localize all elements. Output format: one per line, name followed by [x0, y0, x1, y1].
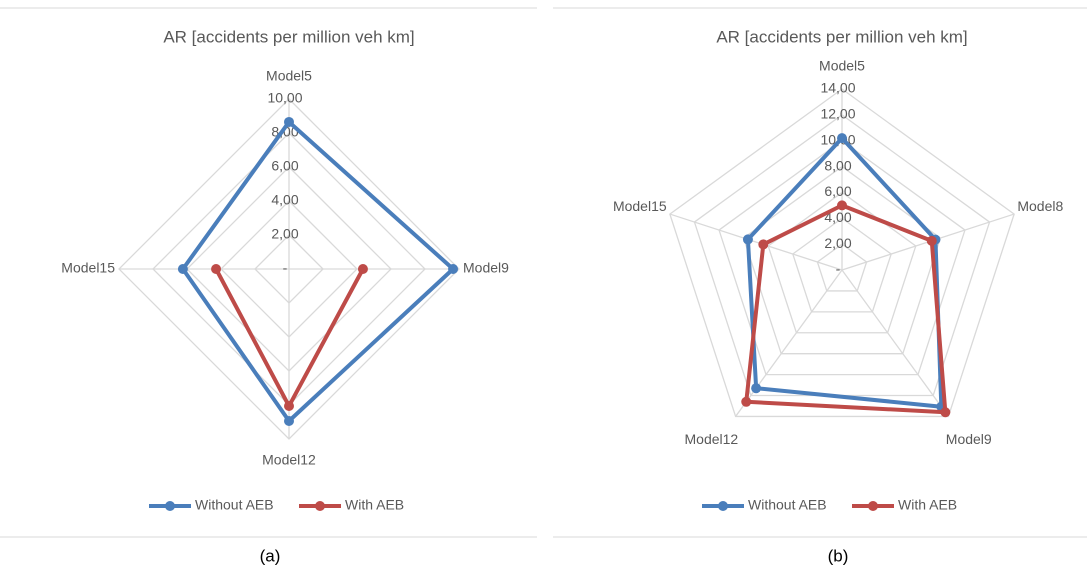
legend-marker	[868, 501, 878, 511]
series-point	[177, 264, 188, 274]
series-point	[940, 407, 951, 418]
series-point	[357, 264, 368, 274]
chart-title: AR [accidents per million veh km]	[163, 27, 414, 46]
grid-line	[669, 88, 1015, 418]
category-label: Model12	[685, 431, 739, 447]
category-label: Model5	[266, 68, 312, 84]
series-point	[741, 396, 752, 407]
series-line	[745, 136, 944, 409]
legend-marker	[165, 501, 175, 511]
series-line	[744, 203, 948, 415]
spoke	[841, 269, 949, 417]
grid-line	[718, 139, 966, 376]
r-tick-label: 14,00	[820, 80, 855, 96]
legend-label: With AEB	[345, 497, 404, 513]
r-tick-label: 6,00	[271, 158, 298, 174]
chart-title: AR [accidents per million veh km]	[716, 27, 967, 46]
category-label: Model8	[1017, 198, 1063, 214]
category-label: Model12	[262, 452, 316, 468]
series-point	[926, 235, 937, 246]
legend-label: Without AEB	[195, 497, 274, 513]
r-tick-label: 6,00	[824, 183, 851, 199]
series-point	[448, 264, 459, 274]
series-point	[284, 415, 294, 426]
chart-panel: AR [accidents per million veh km] (a) - 2,0…	[0, 7, 537, 565]
series-point	[751, 383, 762, 394]
series-point	[742, 234, 753, 245]
legend-marker	[718, 501, 728, 511]
category-label: Model15	[613, 198, 667, 214]
r-tick-label: 2,00	[271, 226, 298, 242]
series-point	[837, 200, 847, 211]
r-tick-label: 8,00	[824, 157, 851, 173]
series-point	[284, 116, 294, 127]
r-tick-label: 12,00	[820, 106, 855, 122]
series-point	[837, 133, 847, 144]
spoke	[669, 213, 843, 271]
series-point	[284, 401, 294, 412]
r-tick-label: -	[283, 260, 288, 276]
series-point	[211, 264, 222, 274]
category-label: Model9	[463, 260, 509, 276]
legend-marker	[315, 501, 325, 511]
grid-line	[792, 217, 892, 313]
category-label: Model9	[946, 431, 992, 447]
r-tick-label: 4,00	[824, 209, 851, 225]
chart-panel: AR [accidents per million veh km] (b) - 2,0…	[553, 7, 1087, 565]
category-label: Model15	[61, 260, 115, 276]
r-tick-label: 2,00	[824, 235, 851, 251]
grid-line	[816, 243, 868, 292]
category-label: Model5	[819, 58, 865, 74]
caption: (a)	[260, 546, 281, 565]
r-tick-label: 10,00	[267, 90, 302, 106]
legend-label: With AEB	[898, 497, 957, 513]
legend-label: Without AEB	[748, 497, 827, 513]
series-point	[758, 239, 769, 250]
r-tick-label: -	[836, 261, 841, 277]
r-tick-label: 4,00	[271, 192, 298, 208]
caption: (b)	[828, 546, 849, 565]
